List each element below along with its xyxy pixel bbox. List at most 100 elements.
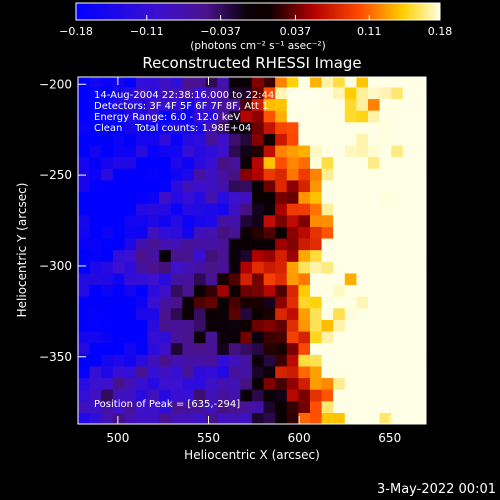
heatmap-cell xyxy=(275,284,288,297)
heatmap-cell xyxy=(275,354,288,367)
heatmap-cell xyxy=(391,389,404,402)
heatmap-cell xyxy=(147,156,160,169)
heatmap-cell xyxy=(286,237,299,251)
heatmap-cell xyxy=(252,98,265,111)
heatmap-cell xyxy=(379,156,392,169)
heatmap-cell xyxy=(321,133,334,146)
heatmap-cell xyxy=(333,179,346,193)
heatmap-cell xyxy=(275,342,288,355)
heatmap-cell xyxy=(414,319,426,332)
heatmap-cell xyxy=(112,319,125,332)
heatmap-cell xyxy=(391,214,404,227)
heatmap-cell xyxy=(368,77,381,88)
heatmap-cell xyxy=(344,168,357,181)
heatmap-cell xyxy=(194,110,207,123)
heatmap-cell xyxy=(205,284,218,297)
heatmap-cell xyxy=(356,249,369,262)
heatmap-cell xyxy=(217,296,230,309)
heatmap-cell xyxy=(101,179,114,193)
heatmap-cell xyxy=(124,261,137,274)
heatmap-cell xyxy=(101,261,114,274)
heatmap-cell xyxy=(321,330,334,344)
heatmap-cell xyxy=(333,412,346,424)
heatmap-cell xyxy=(112,98,125,111)
heatmap-cell xyxy=(136,156,149,169)
heatmap-cell xyxy=(275,412,288,424)
heatmap-cell xyxy=(379,412,392,424)
heatmap-cell xyxy=(89,203,102,216)
heatmap-cell xyxy=(101,249,114,262)
heatmap-cell xyxy=(368,191,381,204)
heatmap-cell xyxy=(124,412,137,424)
heatmap-cell xyxy=(275,330,288,344)
heatmap-cell xyxy=(182,110,195,123)
heatmap-cell xyxy=(124,110,137,123)
heatmap-cell xyxy=(402,261,415,274)
annotation-detectors: Detectors: 3F 4F 5F 6F 7F 8F, Att 1 xyxy=(94,101,268,112)
heatmap-cell xyxy=(147,319,160,332)
heatmap-cell xyxy=(368,412,381,424)
heatmap-cell xyxy=(379,296,392,309)
heatmap-cell xyxy=(333,237,346,251)
heatmap-cell xyxy=(263,261,276,274)
heatmap-cell xyxy=(286,168,299,181)
heatmap-cell xyxy=(414,307,426,320)
heatmap-cell xyxy=(426,203,438,215)
heatmap-cell xyxy=(147,272,160,286)
heatmap-cell xyxy=(356,354,369,367)
colorbar-tick-label: 0.11 xyxy=(357,25,382,38)
heatmap-cell xyxy=(159,365,172,379)
heatmap-cell xyxy=(147,144,160,158)
colorbar-tick-label: −0.18 xyxy=(59,25,93,38)
heatmap-cell xyxy=(217,133,230,146)
heatmap-cell xyxy=(112,214,125,227)
heatmap-cell xyxy=(414,284,426,297)
heatmap-cell xyxy=(356,133,369,146)
heatmap-cell xyxy=(310,307,323,320)
heatmap-cell xyxy=(205,342,218,355)
heatmap-cell xyxy=(252,144,265,158)
heatmap-cell xyxy=(205,319,218,332)
heatmap-cell xyxy=(275,377,288,390)
heatmap-cell xyxy=(391,365,404,379)
heatmap-cell xyxy=(147,191,160,204)
heatmap-cell xyxy=(89,237,102,251)
heatmap-cell xyxy=(136,354,149,367)
heatmap-cell xyxy=(426,87,438,99)
heatmap-cell xyxy=(205,133,218,146)
heatmap-cell xyxy=(263,214,276,227)
heatmap-cell xyxy=(170,377,183,390)
heatmap-cell xyxy=(368,261,381,274)
heatmap-cell xyxy=(228,226,241,239)
heatmap-cell xyxy=(275,400,288,413)
heatmap-cell xyxy=(78,307,91,320)
heatmap-cell xyxy=(263,191,276,204)
heatmap-cell xyxy=(240,319,253,332)
heatmap-cell xyxy=(78,284,91,297)
heatmap-cell xyxy=(379,319,392,332)
heatmap-cell xyxy=(263,110,276,123)
heatmap-cell xyxy=(426,180,438,192)
heatmap-cell xyxy=(252,133,265,146)
heatmap-cell xyxy=(217,156,230,169)
heatmap-cell xyxy=(159,191,172,204)
heatmap-cell xyxy=(147,261,160,274)
heatmap-cell xyxy=(321,365,334,379)
heatmap-cell xyxy=(275,319,288,332)
heatmap-cell xyxy=(379,272,392,286)
heatmap-cell xyxy=(112,121,125,134)
heatmap-cell xyxy=(112,110,125,123)
heatmap-cell xyxy=(426,273,438,285)
heatmap-cell xyxy=(263,342,276,355)
heatmap-cell xyxy=(344,365,357,379)
heatmap-cell xyxy=(78,412,91,424)
heatmap-cell xyxy=(402,354,415,367)
heatmap-cell xyxy=(344,342,357,355)
heatmap-cell xyxy=(368,272,381,286)
heatmap-cell xyxy=(205,191,218,204)
heatmap-cell xyxy=(101,354,114,367)
heatmap-cell xyxy=(147,98,160,111)
heatmap-cell xyxy=(298,400,311,413)
heatmap-cell xyxy=(310,272,323,286)
heatmap-cell xyxy=(286,98,299,111)
